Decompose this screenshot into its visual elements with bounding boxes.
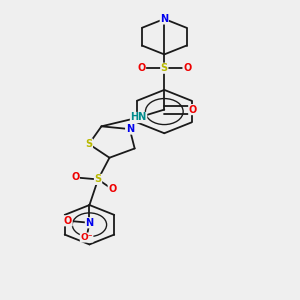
- Text: S: S: [161, 63, 168, 73]
- Text: O: O: [189, 105, 197, 115]
- Text: N: N: [126, 124, 134, 134]
- Text: O: O: [137, 63, 146, 73]
- Text: O: O: [183, 63, 191, 73]
- Text: N: N: [160, 14, 168, 24]
- Text: O: O: [71, 172, 79, 182]
- Text: HN: HN: [130, 112, 147, 122]
- Text: O⁻: O⁻: [80, 233, 93, 242]
- Text: O: O: [108, 184, 116, 194]
- Text: S: S: [94, 174, 102, 184]
- Text: N: N: [85, 218, 94, 228]
- Text: S: S: [85, 139, 92, 149]
- Text: O: O: [64, 216, 72, 226]
